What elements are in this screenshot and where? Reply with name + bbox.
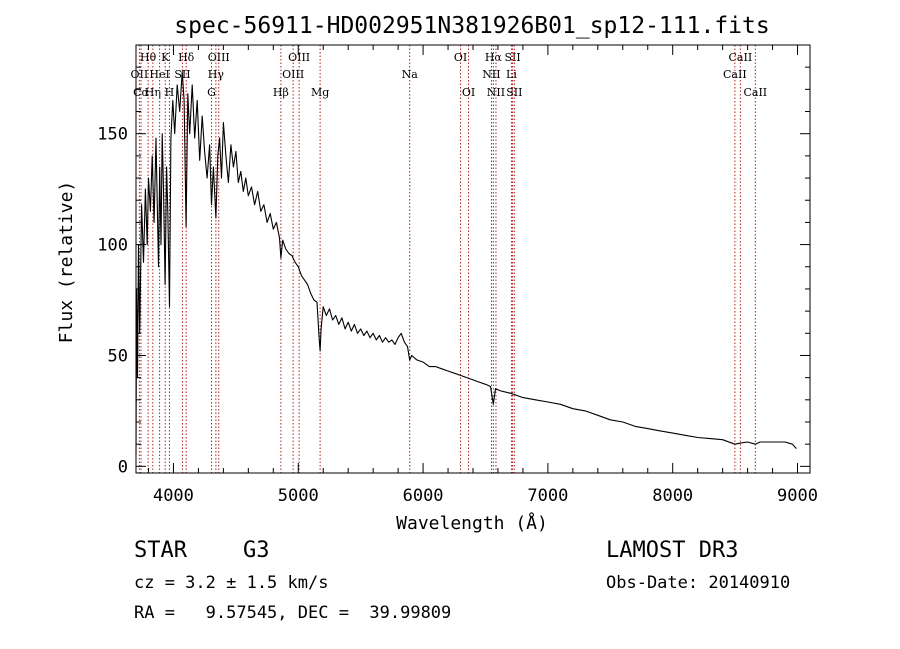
marker-label-20: NII [482,68,500,81]
marker-label-25: CaII [729,51,753,64]
marker-label-15: Mg [311,86,329,99]
marker-label-1: OII [131,68,149,81]
marker-label-9: OIII [208,51,230,64]
marker-label-17: OI [454,51,467,64]
x-tick-label-5: 9000 [777,486,818,506]
y-tick-label-2: 100 [97,236,128,256]
coordinates: RA = 9.57545, DEC = 39.99809 [134,603,452,623]
marker-label-5: K [161,51,170,64]
marker-label-3: Hη [145,86,161,99]
marker-label-4: HeI [149,68,169,81]
marker-label-14: OIII [288,51,310,64]
marker-label-6: H [165,86,175,99]
x-axis-label: Wavelength (Å) [396,512,548,534]
marker-label-18: OI [462,86,475,99]
marker-label-12: Hβ [273,86,289,99]
object-type: STAR [134,538,187,563]
y-tick-label-1: 50 [108,346,128,366]
marker-label-27: CaII [743,86,767,99]
y-tick-label-3: 150 [97,125,128,145]
spectrum-series [135,71,797,456]
marker-label-11: G [207,86,216,99]
object-subclass: G3 [243,538,270,563]
marker-label-13: OIII [282,68,304,81]
x-tick-label-3: 7000 [527,486,568,506]
marker-label-10: Hγ [208,68,225,81]
observation-date: Obs-Date: 20140910 [606,573,791,593]
marker-label-23: Li [506,68,517,81]
x-tick-label-0: 4000 [153,486,194,506]
redshift-cz: cz = 3.2 ± 1.5 km/s [134,573,329,593]
x-tick-label-4: 8000 [652,486,693,506]
marker-label-22: SII [504,51,520,64]
marker-label-26: CaII [723,68,747,81]
plot-frame [135,44,811,474]
marker-label-0: Hθ [140,51,157,64]
chart-title: spec-56911-HD002951N381926B01_sp12-111.f… [174,13,769,39]
x-tick-label-2: 6000 [403,486,444,506]
marker-label-8: Hδ [178,51,195,64]
y-tick-label-0: 0 [118,457,128,477]
chart-axes: 4000 5000 6000 7000 8000 9000 0 50 100 150 [97,44,818,506]
survey-name: LAMOST DR3 [606,538,739,563]
x-tick-label-1: 5000 [278,486,319,506]
series-line-flux [135,71,797,456]
marker-label-21: NII [487,86,505,99]
marker-label-19: Hα [485,51,503,64]
y-axis-label: Flux (relative) [56,181,77,344]
marker-label-16: Na [402,68,419,81]
marker-label-24: SII [506,86,522,99]
